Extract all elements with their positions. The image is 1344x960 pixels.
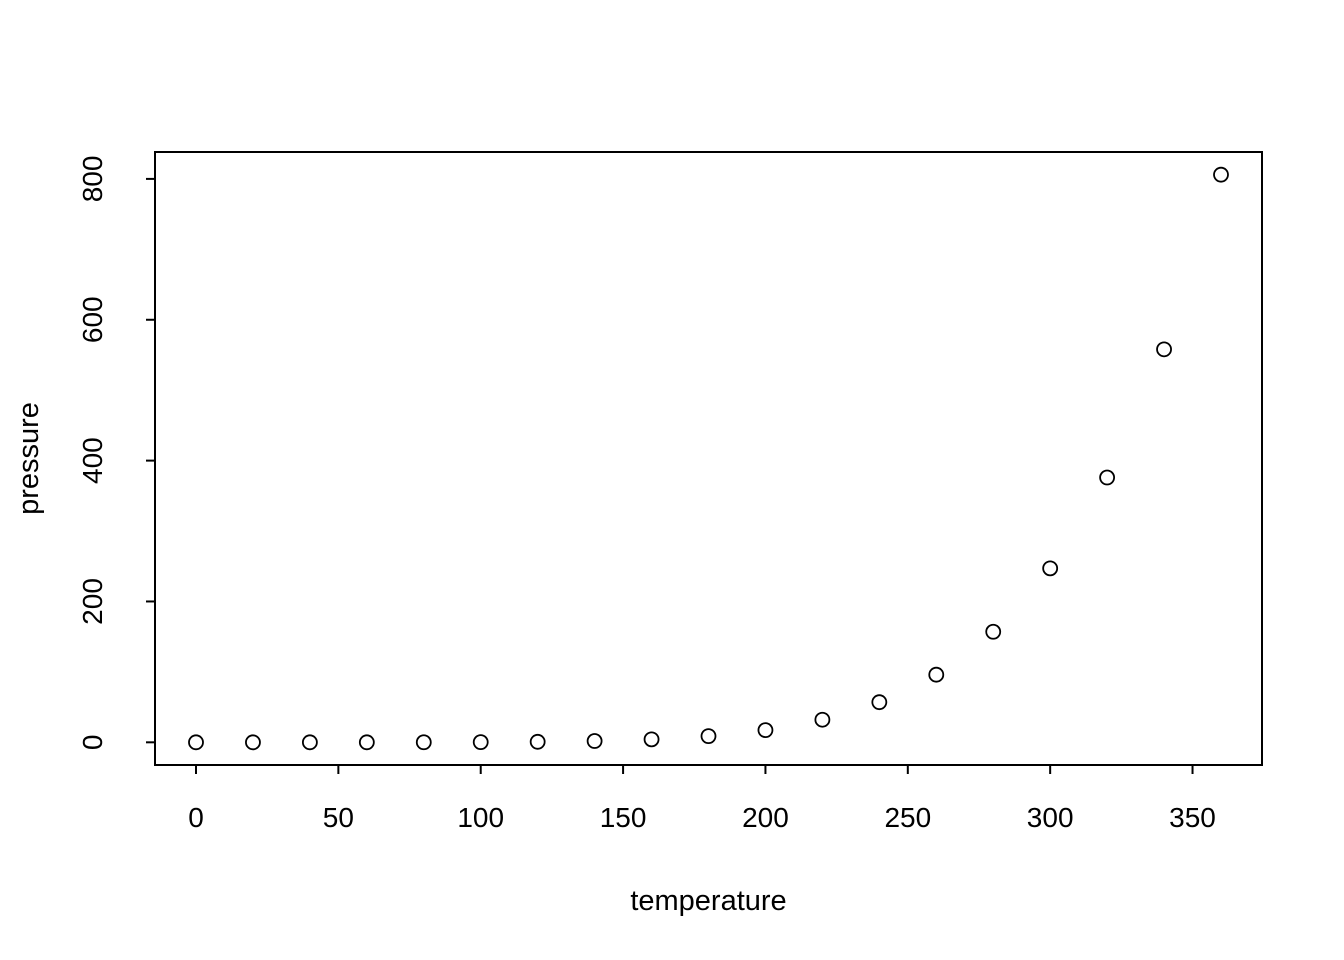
x-tick-label: 200 [742, 802, 789, 833]
plot-border [154, 151, 1263, 766]
y-tick-label: 600 [77, 296, 108, 343]
x-tick-label: 150 [600, 802, 647, 833]
x-tick-label: 0 [188, 802, 204, 833]
y-tick-label: 800 [77, 156, 108, 203]
data-point [301, 734, 318, 751]
y-tick-label: 0 [77, 735, 108, 751]
data-point [643, 731, 660, 748]
data-point [928, 666, 945, 683]
x-tick-label: 300 [1027, 802, 1074, 833]
x-tick-label: 50 [323, 802, 354, 833]
x-tick-label: 250 [884, 802, 931, 833]
data-point [700, 728, 717, 745]
data-point [245, 734, 261, 751]
data-point [472, 734, 489, 751]
axis-titles: temperature pressure [13, 402, 787, 917]
data-point [1156, 341, 1172, 358]
data-point [586, 733, 603, 749]
y-tick-label: 200 [77, 578, 108, 625]
data-point [358, 734, 375, 751]
data-point [1213, 166, 1229, 183]
y-tick-label: 400 [77, 437, 108, 484]
data-point [1042, 560, 1059, 577]
data-point [415, 734, 432, 751]
data-point [871, 694, 888, 711]
data-point [188, 734, 204, 751]
data-point [529, 733, 546, 750]
x-tick-label: 100 [457, 802, 504, 833]
data-point [985, 623, 1002, 640]
x-axis: 0 50 100 150 200 250 300 350 [188, 765, 1216, 833]
data-points [188, 166, 1229, 751]
y-axis-title: pressure [13, 402, 45, 515]
data-point [1099, 469, 1116, 486]
x-axis-title: temperature [630, 885, 786, 917]
x-tick-label: 350 [1169, 802, 1216, 833]
data-point [757, 722, 774, 739]
data-point [814, 711, 831, 728]
y-axis: 0 200 400 600 800 [77, 156, 155, 751]
